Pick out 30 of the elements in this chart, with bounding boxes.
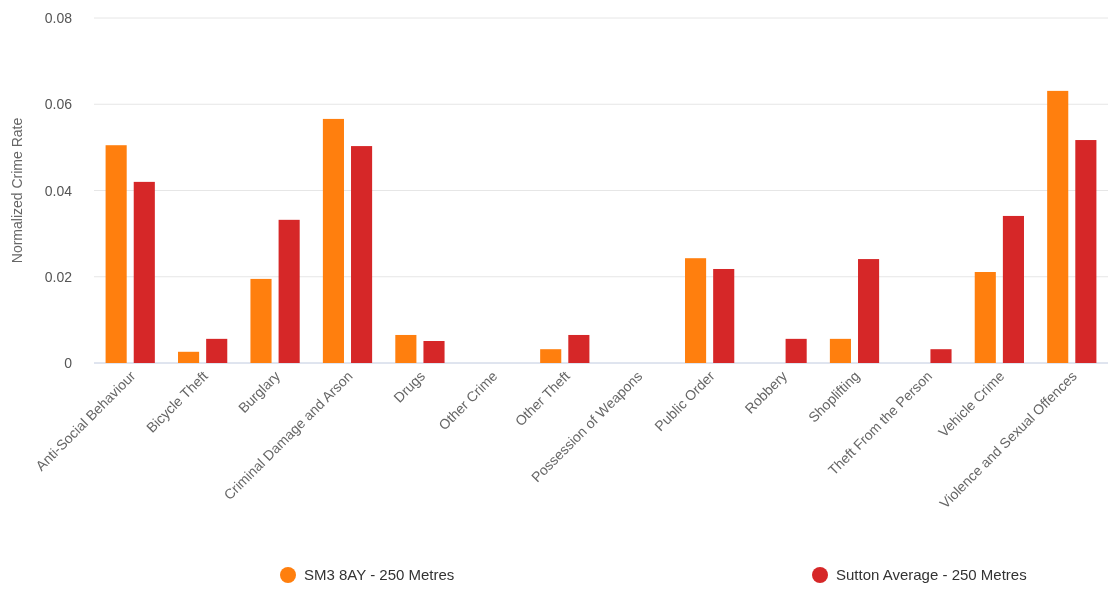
bar — [133, 181, 155, 363]
bar — [1075, 140, 1097, 363]
bar — [540, 349, 562, 363]
bar — [250, 278, 272, 363]
legend-label: Sutton Average - 250 Metres — [836, 566, 1027, 583]
y-axis-title: Normalized Crime Rate — [9, 117, 25, 264]
bar — [423, 341, 445, 363]
bar — [568, 334, 590, 363]
y-tick-label: 0.04 — [44, 182, 73, 199]
bar — [278, 219, 300, 363]
bar — [105, 145, 127, 363]
bar — [930, 349, 952, 363]
bar — [829, 338, 851, 363]
bar — [785, 338, 807, 363]
bar — [322, 118, 344, 363]
bar — [351, 146, 373, 363]
y-tick-label: 0.06 — [44, 96, 73, 113]
y-tick-label: 0.02 — [44, 268, 73, 285]
bar — [974, 272, 996, 363]
bar — [685, 258, 707, 363]
y-tick-label: 0 — [64, 355, 73, 371]
bar — [1002, 215, 1024, 363]
bar — [713, 268, 735, 363]
bar — [1047, 90, 1069, 363]
bar — [206, 338, 228, 363]
bar — [858, 259, 880, 363]
y-tick-label: 0.08 — [44, 10, 73, 26]
legend-label: SM3 8AY - 250 Metres — [304, 566, 455, 583]
bar — [395, 334, 417, 363]
bar — [178, 351, 200, 363]
